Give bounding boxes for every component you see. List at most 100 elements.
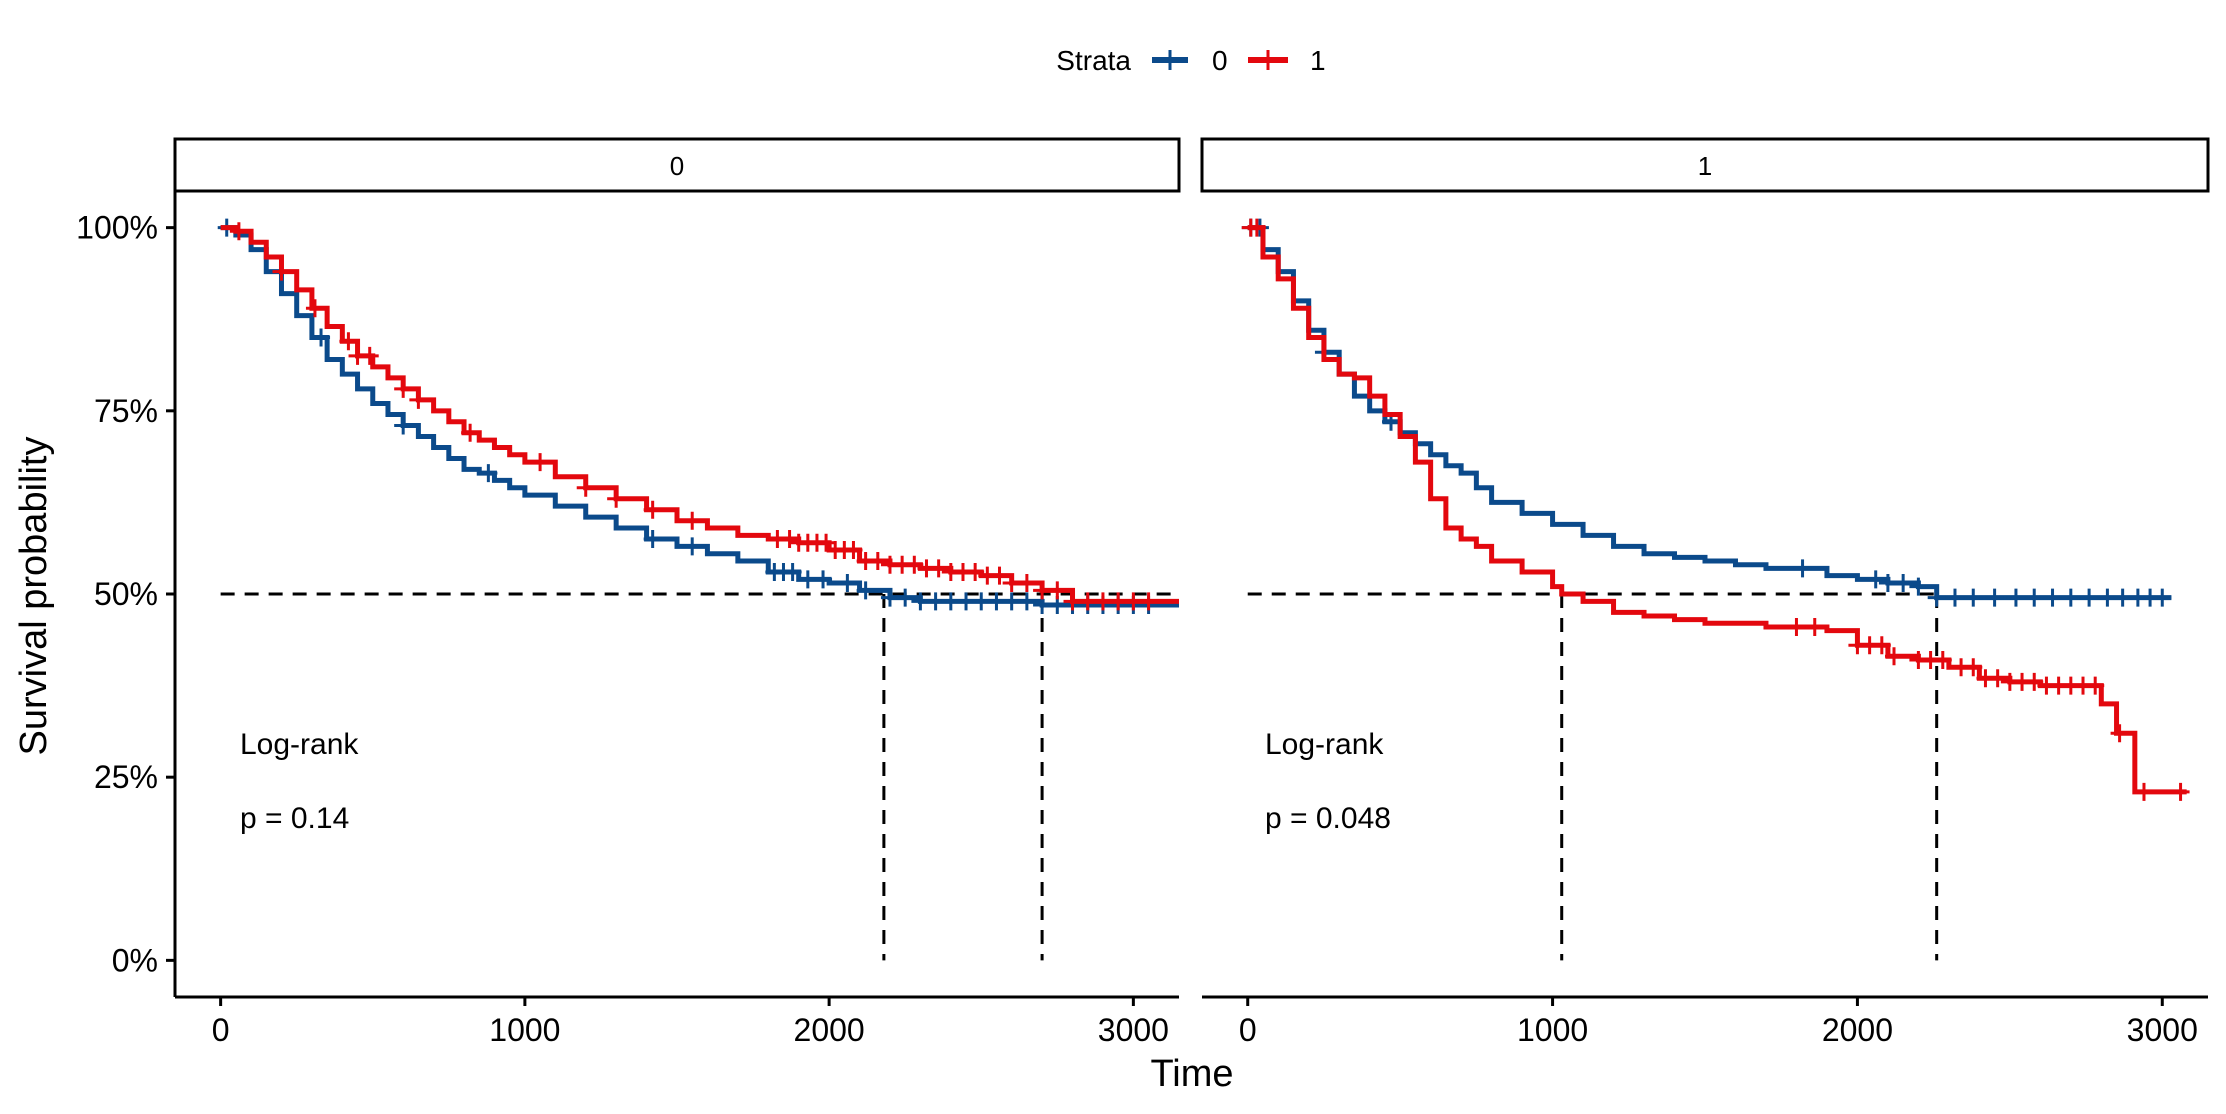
censor-mark-1 bbox=[1063, 592, 1082, 611]
censor-mark-1 bbox=[1048, 581, 1067, 600]
legend-entry-0: 0 bbox=[1152, 45, 1228, 76]
censor-mark-1 bbox=[2110, 724, 2129, 743]
x-ticks-1: 0 1000 2000 3000 bbox=[1239, 997, 2198, 1048]
censor-mark-1 bbox=[409, 390, 428, 409]
x-tick-label: 3000 bbox=[2127, 1012, 2198, 1048]
censor-mark-1 bbox=[683, 511, 702, 530]
censor-mark-1 bbox=[1017, 574, 1036, 593]
censor-mark-1 bbox=[1078, 592, 1097, 611]
censor-mark-0 bbox=[312, 328, 331, 347]
censor-mark-1 bbox=[643, 500, 662, 519]
y-tick-label: 25% bbox=[94, 759, 158, 795]
censor-mark-1 bbox=[531, 453, 550, 472]
censor-mark-1 bbox=[394, 379, 413, 398]
y-tick-label: 50% bbox=[94, 576, 158, 612]
censor-mark-0 bbox=[838, 574, 857, 593]
x-tick-label: 1000 bbox=[1517, 1012, 1588, 1048]
panel-0: 0 0 1000 2000 3000 Log-rank p = 0.14 bbox=[173, 137, 1181, 1048]
pvalue-label-0: p = 0.14 bbox=[240, 802, 349, 835]
legend-entry-1: 1 bbox=[1248, 45, 1326, 76]
censor-mark-1 bbox=[229, 222, 248, 241]
strip-1 bbox=[1200, 137, 2210, 193]
censor-mark-0 bbox=[2061, 588, 2080, 607]
strip-label-0: 0 bbox=[670, 151, 684, 181]
censor-mark-0 bbox=[2113, 588, 2132, 607]
censor-mark-1 bbox=[868, 552, 887, 571]
censor-mark-0 bbox=[683, 537, 702, 556]
censor-mark-1 bbox=[305, 299, 324, 318]
censor-mark-0 bbox=[2006, 588, 2025, 607]
censor-mark-1 bbox=[1247, 218, 1266, 237]
censor-mark-0 bbox=[783, 563, 802, 582]
logrank-label-0: Log-rank bbox=[240, 728, 359, 761]
censor-mark-0 bbox=[479, 464, 498, 483]
censor-mark-1 bbox=[272, 262, 291, 281]
censor-mark-1 bbox=[1872, 636, 1891, 655]
censor-mark-1 bbox=[607, 489, 626, 508]
censor-mark-0 bbox=[1964, 588, 1983, 607]
censor-mark-0 bbox=[1878, 574, 1897, 593]
x-tick-label: 0 bbox=[1239, 1012, 1257, 1048]
censor-mark-1 bbox=[576, 478, 595, 497]
censor-mark-1 bbox=[1988, 669, 2007, 688]
x-tick-label: 0 bbox=[212, 1012, 230, 1048]
censor-mark-0 bbox=[896, 588, 915, 607]
censor-mark-1 bbox=[2134, 782, 2153, 801]
censor-mark-0 bbox=[911, 592, 930, 611]
censor-mark-0 bbox=[941, 592, 960, 611]
panel-1: 1 0 1000 2000 3000 Log-rank p = 0.048 bbox=[1200, 137, 2210, 1048]
censor-mark-0 bbox=[2080, 588, 2099, 607]
x-tick-label: 2000 bbox=[794, 1012, 865, 1048]
legend: Strata 0 1 bbox=[1056, 45, 1325, 76]
km-curve-0 bbox=[1247, 225, 2172, 601]
x-tick-label: 2000 bbox=[1822, 1012, 1893, 1048]
censor-mark-1 bbox=[1885, 647, 1904, 666]
legend-title: Strata bbox=[1056, 45, 1131, 76]
censor-mark-1 bbox=[1933, 650, 1952, 669]
censor-mark-0 bbox=[814, 570, 833, 589]
censor-mark-0 bbox=[856, 581, 875, 600]
censor-mark-0 bbox=[957, 592, 976, 611]
censor-mark-1 bbox=[1002, 574, 1021, 593]
censor-mark-0 bbox=[972, 592, 991, 611]
x-axis-title: Time bbox=[1150, 1053, 1233, 1095]
median-reference-lines-1 bbox=[1247, 592, 1939, 961]
censor-mark-1 bbox=[990, 566, 1009, 585]
censor-mark-1 bbox=[360, 346, 379, 365]
censor-mark-0 bbox=[1866, 570, 1885, 589]
censor-mark-1 bbox=[1805, 617, 1824, 636]
censor-mark-0 bbox=[1002, 592, 1021, 611]
strip-0 bbox=[173, 137, 1181, 193]
censor-mark-0 bbox=[394, 416, 413, 435]
censor-mark-1 bbox=[1093, 592, 1112, 611]
legend-label-0: 0 bbox=[1212, 45, 1228, 76]
censor-mark-0 bbox=[1894, 574, 1913, 593]
censor-mark-0 bbox=[643, 530, 662, 549]
censor-mark-1 bbox=[817, 533, 836, 552]
censor-mark-1 bbox=[2025, 672, 2044, 691]
censor-mark-0 bbox=[1017, 592, 1036, 611]
censor-mark-0 bbox=[2025, 588, 2044, 607]
censor-mark-1 bbox=[1964, 658, 1983, 677]
censor-mark-1 bbox=[2171, 782, 2190, 801]
strip-label-1: 1 bbox=[1698, 151, 1712, 181]
censor-mark-1 bbox=[905, 555, 924, 574]
censor-mark-0 bbox=[880, 588, 899, 607]
y-tick-label: 75% bbox=[94, 393, 158, 429]
censor-mark-1 bbox=[461, 423, 480, 442]
y-tick-label: 100% bbox=[76, 210, 158, 246]
censor-mark-0 bbox=[1909, 577, 1928, 596]
censor-mark-0 bbox=[1985, 588, 2004, 607]
censor-mark-0 bbox=[2043, 588, 2062, 607]
pvalue-label-1: p = 0.048 bbox=[1265, 802, 1391, 835]
censor-mark-1 bbox=[844, 541, 863, 560]
censor-mark-1 bbox=[1109, 592, 1128, 611]
censor-mark-0 bbox=[1945, 588, 1964, 607]
legend-label-1: 1 bbox=[1310, 45, 1326, 76]
censor-mark-0 bbox=[2153, 588, 2172, 607]
censor-mark-1 bbox=[1787, 617, 1806, 636]
censor-mark-1 bbox=[966, 563, 985, 582]
censor-mark-0 bbox=[1927, 588, 1946, 607]
x-tick-label: 1000 bbox=[489, 1012, 560, 1048]
